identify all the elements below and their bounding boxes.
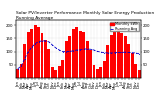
Bar [65, 41, 68, 78]
Bar [82, 32, 85, 78]
Bar [23, 44, 26, 78]
Bar [58, 66, 61, 78]
Bar [30, 29, 33, 78]
Bar [61, 60, 64, 78]
Bar [103, 61, 106, 78]
Bar [86, 41, 88, 78]
Bar [75, 27, 78, 78]
Bar [117, 29, 120, 78]
Bar [72, 29, 75, 78]
Bar [124, 36, 127, 78]
Bar [127, 44, 130, 78]
Bar [100, 68, 102, 78]
Bar [48, 49, 50, 78]
Bar [16, 69, 19, 78]
Bar [68, 36, 71, 78]
Bar [131, 53, 134, 78]
Bar [51, 68, 54, 78]
Bar [44, 40, 47, 78]
Bar [79, 30, 82, 78]
Bar [120, 33, 123, 78]
Bar [92, 65, 96, 78]
Bar [134, 64, 137, 78]
Bar [20, 64, 23, 78]
Bar [37, 27, 40, 78]
Bar [89, 50, 92, 78]
Bar [138, 70, 140, 78]
Bar [34, 25, 36, 78]
Bar [54, 70, 57, 78]
Text: Solar PV/Inverter Performance Monthly Solar Energy Production Running Average: Solar PV/Inverter Performance Monthly So… [16, 11, 154, 20]
Bar [113, 32, 116, 78]
Legend: Monthly kWh, Running Avg: Monthly kWh, Running Avg [110, 22, 139, 32]
Bar [106, 45, 109, 78]
Bar [110, 34, 113, 78]
Bar [96, 69, 99, 78]
Bar [27, 32, 30, 78]
Bar [40, 33, 44, 78]
